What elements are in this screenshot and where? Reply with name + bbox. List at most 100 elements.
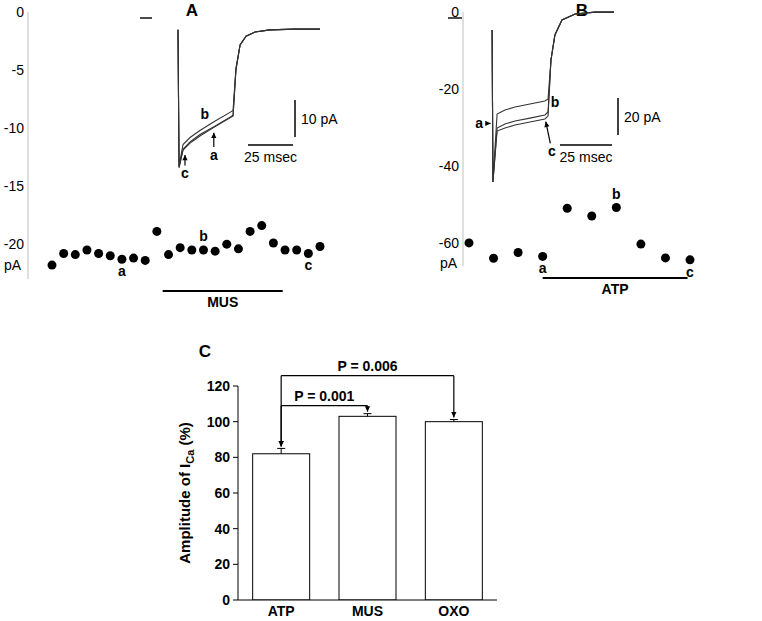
scale-bar xyxy=(294,100,296,137)
y-tick xyxy=(233,600,238,601)
significance-arrow-head xyxy=(279,441,284,446)
panel-label: C xyxy=(199,342,211,361)
points xyxy=(465,203,695,264)
bar xyxy=(339,416,396,600)
y-tick-label: 20 xyxy=(214,556,230,572)
x-axis-line xyxy=(238,600,497,601)
point-label: c xyxy=(686,264,694,280)
trace-label: a xyxy=(210,147,218,163)
label-part: Amplitude of I xyxy=(176,464,193,564)
trace-arrow-head xyxy=(485,121,490,126)
y-tick-label: 0 xyxy=(222,592,230,608)
significance-arrow-head xyxy=(279,441,284,446)
y-tick-label: -40 xyxy=(439,158,459,174)
scale-bar-label: 10 pA xyxy=(301,111,338,127)
error-bar xyxy=(364,414,372,417)
significance-bracket xyxy=(281,405,367,406)
data-point xyxy=(563,204,572,213)
data-point xyxy=(199,245,208,254)
significance-bracket xyxy=(281,375,454,376)
data-point xyxy=(636,240,645,249)
treatment-label: ATP xyxy=(602,281,629,297)
y-tick-label: -5 xyxy=(12,62,25,78)
data-point xyxy=(211,247,220,256)
scale-bar xyxy=(617,98,619,135)
scale-bar xyxy=(248,144,293,146)
y-axis-label: Amplitude of ICa (%) xyxy=(176,422,196,564)
panel-label: B xyxy=(576,1,588,20)
y-tick xyxy=(233,457,238,458)
data-point xyxy=(129,254,138,263)
traces xyxy=(448,12,614,182)
y-tick xyxy=(233,493,238,494)
y-tick xyxy=(233,421,238,422)
y-tick-label: -60 xyxy=(439,235,459,251)
y-tick-label: -15 xyxy=(4,178,24,194)
point-label: c xyxy=(304,257,312,273)
trace-label: c xyxy=(548,143,556,159)
y-tick-label: -10 xyxy=(4,120,24,136)
significance-arrow xyxy=(281,376,282,447)
data-point xyxy=(222,240,231,249)
data-point xyxy=(465,238,474,247)
significance-label: P = 0.001 xyxy=(294,388,354,404)
data-point xyxy=(246,227,255,236)
data-point xyxy=(514,248,523,257)
data-point xyxy=(164,250,173,259)
treatment-bar xyxy=(163,290,283,292)
current-trace xyxy=(140,18,320,166)
current-trace xyxy=(448,12,614,182)
bar xyxy=(253,454,310,600)
data-point xyxy=(587,211,596,220)
trace-label: c xyxy=(181,165,189,181)
current-trace xyxy=(140,18,320,168)
panel-label: A xyxy=(186,1,198,20)
trace-arrow-head xyxy=(544,122,549,128)
y-tick xyxy=(233,528,238,529)
data-point xyxy=(292,245,301,254)
scale-bar-label: 25 msec xyxy=(560,149,613,165)
scale-bar-label: 20 pA xyxy=(624,109,661,125)
y-tick-label: 0 xyxy=(16,4,24,20)
data-point xyxy=(176,243,185,252)
data-point xyxy=(489,254,498,263)
x-tick-label: MUS xyxy=(352,603,383,619)
current-trace xyxy=(448,12,614,182)
point-label: a xyxy=(118,263,126,279)
trace-label: b xyxy=(201,106,210,122)
traces xyxy=(140,18,320,168)
data-point xyxy=(257,221,266,230)
data-point xyxy=(94,249,103,258)
data-point xyxy=(281,245,290,254)
scale-bar-label: 25 msec xyxy=(244,149,297,165)
data-point xyxy=(661,253,670,262)
error-bar xyxy=(277,448,285,453)
point-label: b xyxy=(612,186,621,202)
data-point xyxy=(269,239,278,248)
data-point xyxy=(106,251,115,260)
y-tick xyxy=(233,386,238,387)
data-point xyxy=(71,250,80,259)
data-point xyxy=(82,245,91,254)
bar xyxy=(425,422,482,600)
error-bar xyxy=(450,420,458,422)
y-tick-label: 80 xyxy=(214,449,230,465)
data-point xyxy=(141,256,150,265)
y-axis-line xyxy=(463,12,464,266)
data-point xyxy=(152,227,161,236)
treatment-label: MUS xyxy=(207,294,238,310)
figure: A-20-15-10-50pAMUSabc10 pA25 msecbcaB-60… xyxy=(0,0,762,621)
y-tick-label: 40 xyxy=(214,521,230,537)
y-tick-label: 120 xyxy=(207,378,231,394)
x-tick-label: ATP xyxy=(268,603,295,619)
label-part: (%) xyxy=(176,422,193,450)
trace-arrow-head xyxy=(211,133,216,138)
data-point xyxy=(48,261,57,270)
data-point xyxy=(612,203,621,212)
y-tick-label: 60 xyxy=(214,485,230,501)
data-point xyxy=(234,244,243,253)
current-trace xyxy=(448,12,614,182)
y-tick-label: 100 xyxy=(207,414,231,430)
point-label: a xyxy=(539,260,547,276)
trace-label: a xyxy=(475,115,483,131)
